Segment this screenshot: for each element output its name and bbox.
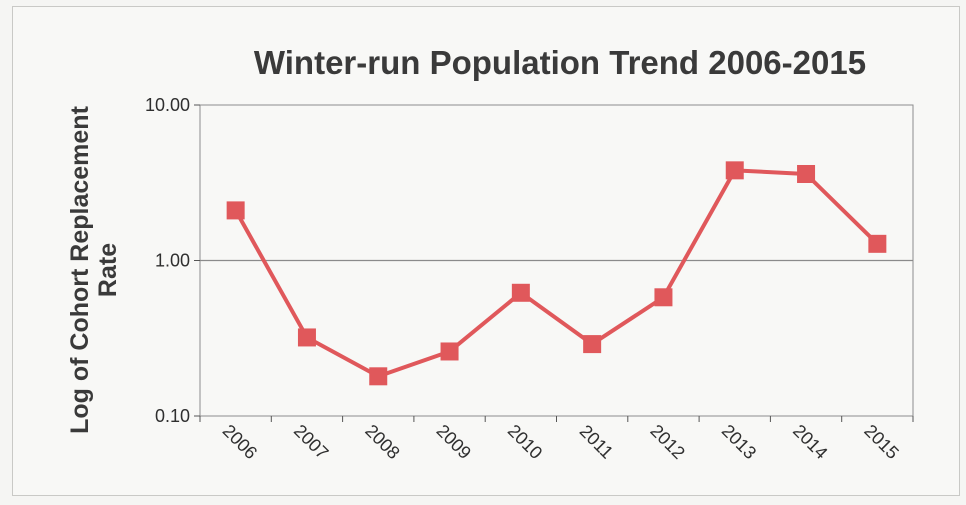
- plot-area: 0.10 1.00 10.00 2006 2007 2008 2009 2010 2011 201…: [145, 95, 914, 463]
- x-tick-label-2010: 2010: [504, 421, 546, 463]
- x-tick-label-2009: 2009: [433, 421, 475, 463]
- x-tick-label-2012: 2012: [646, 421, 688, 463]
- data-point-2015: [868, 234, 887, 253]
- data-point-2008: [369, 367, 388, 386]
- data-point-2007: [297, 328, 316, 347]
- series-line: [233, 168, 880, 379]
- y-axis-label-line-1: Log of Cohort Replacement: [66, 105, 94, 433]
- chart-frame: [12, 6, 960, 496]
- data-point-2014: [797, 164, 816, 183]
- data-point-2006: [226, 201, 245, 220]
- x-tick-label-2015: 2015: [860, 421, 902, 463]
- x-tick-label-2011: 2011: [576, 421, 618, 463]
- data-point-2013: [725, 161, 744, 180]
- data-point-2010: [511, 283, 530, 302]
- y-tick-label-0.10: 0.10: [155, 406, 190, 426]
- x-tick-label-2013: 2013: [718, 421, 760, 463]
- x-tick-label-2008: 2008: [361, 421, 403, 463]
- y-axis-label-line-2: Rate: [94, 243, 122, 297]
- y-axis-label: Log of Cohort Replacement Rate: [66, 105, 122, 433]
- y-tick-label-1.00: 1.00: [155, 251, 190, 271]
- data-point-2009: [440, 342, 459, 361]
- x-tick-label-2014: 2014: [789, 421, 831, 463]
- data-point-2011: [583, 335, 602, 354]
- chart-title: Winter-run Population Trend 2006-2015: [254, 44, 866, 81]
- x-tick-label-2007: 2007: [290, 421, 332, 463]
- data-point-2012: [654, 288, 673, 307]
- x-tick-label-2006: 2006: [219, 421, 261, 463]
- y-tick-label-10.00: 10.00: [145, 95, 190, 115]
